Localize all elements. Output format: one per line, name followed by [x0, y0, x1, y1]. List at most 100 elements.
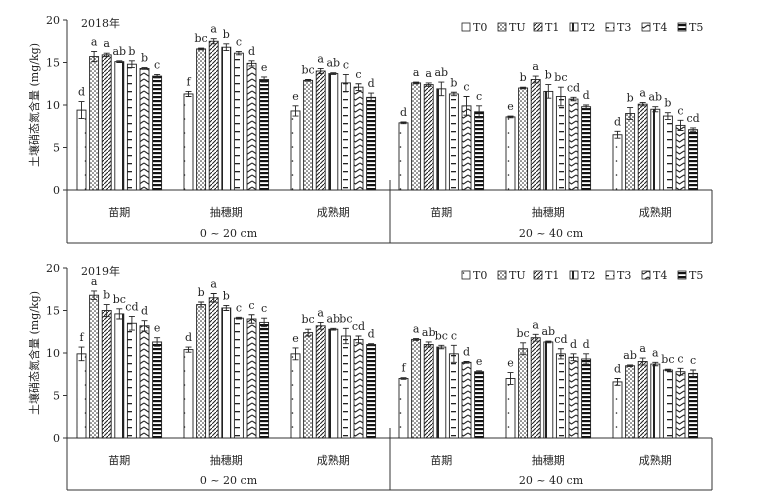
significance-letter: b — [141, 52, 148, 65]
legend-swatch — [497, 270, 507, 280]
significance-letter: c — [248, 299, 254, 312]
significance-letter: c — [236, 301, 242, 314]
significance-letter: a — [413, 323, 420, 336]
y-tick-label: 15 — [46, 305, 60, 318]
legend-item-t1: T1 — [533, 21, 559, 34]
error-bar — [342, 327, 349, 345]
significance-letter: a — [532, 60, 539, 73]
significance-letter: b — [450, 76, 457, 89]
bar-t4 — [461, 361, 472, 439]
significance-letter: b — [627, 92, 634, 105]
error-bar — [450, 91, 457, 97]
significance-letter: a — [91, 275, 98, 288]
error-bar — [545, 340, 552, 344]
legend-swatch — [641, 270, 651, 280]
bar-tu — [196, 304, 207, 439]
error-bar — [248, 60, 255, 67]
bar-t3 — [662, 115, 673, 191]
error-bar — [425, 341, 432, 348]
significance-letter: c — [677, 352, 683, 365]
significance-letter: c — [343, 58, 349, 71]
bar-tu — [196, 48, 207, 191]
bar-t3 — [126, 322, 137, 439]
error-bar — [342, 73, 349, 92]
error-bar — [545, 84, 552, 99]
significance-letter: d — [368, 77, 375, 90]
bar-t0 — [398, 122, 409, 191]
error-bar — [532, 75, 539, 84]
bar-t0 — [290, 110, 301, 191]
y-tick-label: 10 — [46, 99, 60, 112]
bar-tu — [625, 365, 636, 439]
significance-letter: e — [292, 332, 299, 345]
legend-swatch — [569, 22, 579, 32]
bar-t5 — [152, 75, 163, 191]
bar-t4 — [675, 371, 686, 439]
legend-label: T0 — [473, 21, 487, 34]
error-bar — [317, 68, 324, 74]
bar-t0 — [505, 116, 516, 191]
legend-label: TU — [509, 21, 526, 34]
significance-letter: d — [185, 331, 192, 344]
legend-label: T0 — [473, 269, 487, 282]
bar-t1 — [315, 325, 326, 439]
significance-letter: e — [507, 357, 514, 370]
significance-letter: bc — [194, 32, 207, 45]
bar-t3 — [233, 317, 244, 439]
legend-swatch — [605, 22, 615, 32]
error-bar — [185, 90, 192, 97]
bar-tu — [303, 79, 314, 191]
significance-letter: e — [507, 100, 514, 113]
significance-letter: c — [236, 35, 242, 48]
error-bar — [438, 344, 445, 350]
legend-label: T4 — [653, 21, 667, 34]
significance-letter: cd — [554, 333, 567, 346]
stage-label: 苗期 — [430, 454, 452, 467]
bar-t5 — [474, 371, 485, 439]
legend-swatch — [497, 22, 507, 32]
error-bar — [368, 343, 375, 346]
y-tick-label: 0 — [53, 432, 60, 445]
significance-letter: c — [690, 354, 696, 367]
stage-label: 苗期 — [108, 454, 130, 467]
bar-t2 — [436, 346, 447, 439]
legend-item-t2: T2 — [569, 21, 595, 34]
bar-t1 — [637, 361, 648, 439]
bar-t4 — [675, 124, 686, 191]
significance-letter: bc — [661, 353, 674, 366]
legend-label: T4 — [653, 269, 667, 282]
significance-letter: ab — [326, 312, 340, 325]
error-bar — [128, 316, 135, 331]
error-bar — [614, 130, 621, 139]
significance-letter: a — [210, 23, 217, 36]
significance-letter: ab — [623, 349, 637, 362]
significance-letter: d — [583, 89, 590, 102]
error-bar — [627, 364, 634, 368]
error-bar — [664, 368, 671, 372]
legend-item-t4: T4 — [641, 21, 667, 34]
error-bar — [463, 361, 470, 364]
bar-t1 — [208, 297, 219, 439]
error-bar — [438, 81, 445, 97]
bar-tu — [303, 332, 314, 439]
bar-tu — [518, 348, 529, 439]
error-bar — [261, 317, 268, 328]
significance-letter: a — [413, 66, 420, 79]
significance-letter: b — [223, 28, 230, 41]
bar-t2 — [650, 108, 661, 191]
error-bar — [292, 105, 299, 117]
error-bar — [627, 107, 634, 120]
error-bar — [652, 361, 659, 367]
bar-t1 — [637, 103, 648, 191]
bar-tu — [625, 113, 636, 191]
error-bar — [664, 112, 671, 120]
significance-letter: b — [223, 289, 230, 302]
error-bar — [400, 377, 407, 380]
significance-letter: f — [79, 331, 84, 344]
significance-letter: ab — [434, 66, 448, 79]
